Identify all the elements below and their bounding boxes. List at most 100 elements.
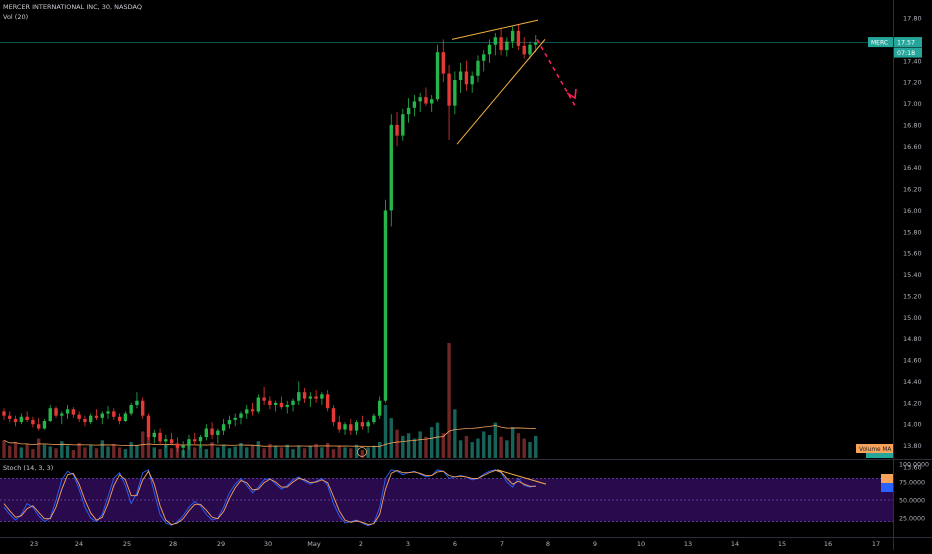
candle-body xyxy=(360,422,365,427)
candle-body xyxy=(48,408,52,422)
volume-bar xyxy=(221,444,226,458)
volume-bar xyxy=(268,443,272,458)
price-badge xyxy=(894,37,922,48)
volume-bar xyxy=(418,431,422,458)
volume-bar xyxy=(447,343,451,458)
candle-body xyxy=(135,400,139,405)
candle-body xyxy=(505,41,509,51)
time-tick-label: 17 xyxy=(872,540,880,548)
candle-body xyxy=(94,415,99,418)
time-tick-label: 24 xyxy=(75,540,83,548)
candle-body xyxy=(146,415,151,438)
ticker-badge xyxy=(868,37,893,48)
candle-body xyxy=(152,432,156,438)
volume-bar xyxy=(487,435,492,458)
arrow-head xyxy=(566,88,577,100)
candle-body xyxy=(112,411,116,417)
candle-body xyxy=(158,432,162,442)
candle-body xyxy=(19,416,24,423)
candle-body xyxy=(83,418,87,423)
candle-body xyxy=(424,97,428,104)
candle-body xyxy=(31,419,35,425)
candle-body xyxy=(175,443,180,448)
time-tick-label: 13 xyxy=(684,540,692,548)
volume-ma-label: Volume MA xyxy=(859,447,891,453)
candle-body xyxy=(470,75,474,85)
volume-bar xyxy=(117,447,122,458)
volume-bar xyxy=(94,448,99,458)
stoch-tick-label: 25.0000 xyxy=(899,516,925,523)
candle-body xyxy=(54,408,58,416)
volume-bar xyxy=(31,449,35,458)
candle-body xyxy=(2,411,6,416)
candle-body xyxy=(164,439,168,442)
volume-bar xyxy=(227,448,232,458)
volume-bar xyxy=(112,443,116,458)
volume-bar xyxy=(54,448,58,458)
candle-body xyxy=(447,73,451,106)
time-tick-label: 10 xyxy=(637,540,645,548)
candle-body xyxy=(8,415,12,419)
volume-bar xyxy=(372,445,376,458)
volume-bar xyxy=(256,441,261,458)
volume-bar xyxy=(424,436,428,458)
volume-bar xyxy=(175,446,180,458)
time-tick-label: 9 xyxy=(593,540,597,548)
candle-body xyxy=(510,30,515,42)
time-tick-label: 6 xyxy=(453,540,457,548)
volume-bar xyxy=(71,450,76,458)
price-tick-label: 14.00 xyxy=(903,421,922,429)
price-tick-label: 15.60 xyxy=(903,250,922,258)
volume-bar xyxy=(522,438,526,458)
time-tick-label: 16 xyxy=(824,540,832,548)
volume-bar xyxy=(204,449,208,458)
ticker-badge-label: MERC xyxy=(871,40,888,47)
earnings-marker xyxy=(357,447,367,457)
projection-arrow xyxy=(536,38,576,107)
stoch-tick-label: 75.0000 xyxy=(899,480,925,487)
price-tick-label: 16.40 xyxy=(903,164,922,172)
candle-body xyxy=(36,424,41,429)
candle-body xyxy=(291,400,295,405)
candle-body xyxy=(268,400,272,405)
volume-bar xyxy=(482,431,486,458)
candle-body xyxy=(89,415,93,423)
candle-body xyxy=(227,419,232,425)
volume-bar xyxy=(470,442,474,458)
volume-ma-line xyxy=(3,425,536,448)
time-tick-label: 8 xyxy=(546,540,550,548)
volume-bar xyxy=(42,444,47,458)
volume-bar xyxy=(187,443,191,458)
price-badge-label: 17.57 xyxy=(897,40,915,47)
volume-bar xyxy=(77,442,81,458)
volume-bar xyxy=(476,438,480,458)
volume-bar xyxy=(401,435,405,458)
time-axis: 23 24 25 28 29 30 May 2 3 6 7 8 9 10 13 14 15 16 17 xyxy=(30,540,880,548)
price-tick-label: 17.00 xyxy=(903,100,922,108)
volume-bar xyxy=(297,445,301,458)
candle-body xyxy=(389,124,393,211)
volume-bar xyxy=(210,442,214,458)
volume-bar xyxy=(158,449,162,458)
candle-body xyxy=(221,424,226,431)
volume-bar xyxy=(2,440,6,458)
price-tick-label: 15.00 xyxy=(903,314,922,322)
volume-bar xyxy=(198,445,203,458)
volume-bar xyxy=(152,447,156,458)
time-tick-label: 23 xyxy=(30,540,38,548)
candle-body xyxy=(141,400,145,416)
price-tick-label: 15.40 xyxy=(903,271,922,279)
time-tick-label: 2 xyxy=(359,540,363,548)
price-tick-label: 16.80 xyxy=(903,121,922,129)
volume-bar xyxy=(383,404,388,458)
candle-body xyxy=(77,414,81,419)
price-tick-label: 16.60 xyxy=(903,143,922,151)
candle-body xyxy=(458,71,463,81)
price-tick-label: 13.60 xyxy=(903,464,922,472)
price-tick-label: 17.20 xyxy=(903,79,922,87)
price-tick-label: 14.60 xyxy=(903,357,922,365)
price-tick-label: 14.40 xyxy=(903,378,922,386)
